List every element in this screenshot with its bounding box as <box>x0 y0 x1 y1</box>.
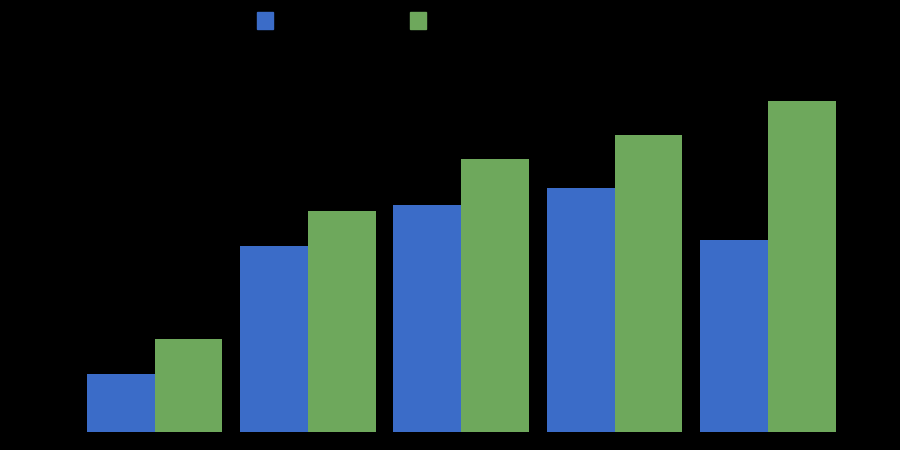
Bar <box>615 135 682 432</box>
Bar <box>87 374 155 432</box>
Bar <box>393 205 461 432</box>
Bar <box>308 211 375 432</box>
Bar <box>547 188 615 432</box>
Bar <box>768 100 835 432</box>
Bar <box>461 159 529 432</box>
Bar <box>700 240 768 432</box>
Bar <box>155 339 222 432</box>
Bar <box>240 246 308 432</box>
